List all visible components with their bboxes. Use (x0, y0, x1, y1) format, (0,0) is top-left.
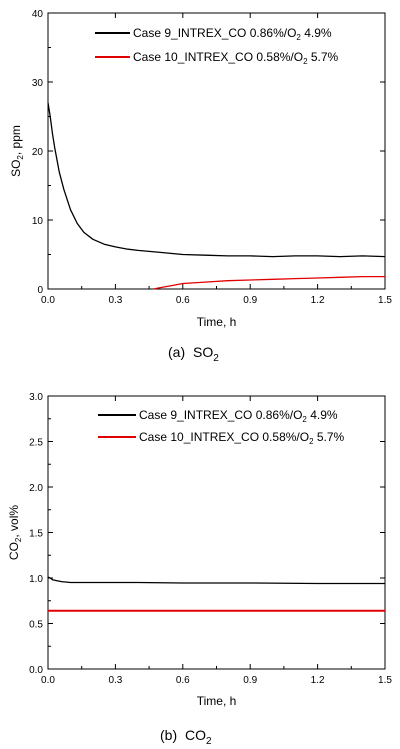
legend-subscript: 2 (303, 57, 308, 66)
caption-label: (a) (168, 344, 185, 360)
caption-space (185, 344, 189, 360)
chart-co2-legend-label-1: Case 9_INTREX_CO 0.86%/O2 4.9% (139, 408, 338, 424)
chart-co2-x-tick-label: 0.9 (243, 675, 257, 686)
chart-so2-x-tick-label: 0.0 (41, 295, 55, 306)
chart-co2-y-tick-label: 2.5 (29, 438, 43, 449)
caption-species: CO (185, 727, 206, 743)
caption-subscript: 2 (206, 736, 212, 747)
chart-so2-x-tick-label: 0.3 (108, 295, 122, 306)
legend-subscript: 2 (309, 437, 314, 446)
chart-co2-x-tick-label: 1.5 (378, 675, 392, 686)
chart-co2-legend-label-2: Case 10_INTREX_CO 0.58%/O2 5.7% (139, 430, 345, 446)
chart-co2-y-tick-label: 2.0 (29, 483, 43, 494)
chart-so2-legend-label-1: Case 9_INTREX_CO 0.86%/O2 4.9% (133, 26, 332, 42)
chart-so2-y-tick-label: 0 (37, 285, 43, 296)
legend-name: Case 10_INTREX_CO 0.58%/O (139, 430, 309, 444)
y-title-main: SO (9, 160, 23, 177)
legend-name-rest: 4.9% (301, 26, 332, 40)
chart-so2-x-axis-title: Time, h (197, 315, 237, 329)
chart-co2-y-tick-label: 1.0 (29, 574, 43, 585)
y-title-subscript: 2 (16, 155, 25, 160)
y-title-rest: , vol% (7, 505, 21, 538)
caption-species: SO (193, 344, 213, 360)
legend-name-rest: 5.7% (308, 50, 339, 64)
chart-so2-series-line-1 (47, 102, 386, 258)
legend-subscript: 2 (296, 33, 301, 42)
y-title-main: CO (7, 542, 21, 560)
legend-name: Case 9_INTREX_CO 0.86%/O (139, 408, 302, 422)
legend-name-rest: 4.9% (307, 408, 338, 422)
chart-so2-y-tick-label: 20 (32, 147, 44, 158)
legend-name: Case 10_INTREX_CO 0.58%/O (133, 50, 303, 64)
y-title-subscript: 2 (14, 537, 23, 542)
caption-label: (b) (160, 727, 177, 743)
y-title-rest: , ppm (9, 125, 23, 155)
chart-so2-x-tick-label: 0.9 (243, 295, 257, 306)
chart-so2-y-tick-label: 40 (32, 9, 44, 20)
chart-so2-series-line-2 (153, 275, 385, 290)
chart-co2-y-tick-label: 0.0 (29, 665, 43, 676)
caption-space (177, 727, 181, 743)
chart-co2-y-axis-title: CO2, vol% (7, 505, 23, 560)
chart-co2-x-tick-label: 1.2 (311, 675, 325, 686)
legend-name: Case 9_INTREX_CO 0.86%/O (133, 26, 296, 40)
caption-subscript: 2 (213, 353, 219, 364)
chart-so2-x-tick-label: 1.2 (311, 295, 325, 306)
chart-co2-y-tick-label: 0.5 (29, 620, 43, 631)
chart-co2: 0.0 0.3 0.6 0.9 1.2 1.5 0.0 0.5 1.0 1.5 2.0 2.5 3.0 C… (7, 392, 392, 747)
chart-co2-x-tick-label: 0.3 (108, 675, 122, 686)
chart-co2-x-tick-label: 0.6 (176, 675, 190, 686)
chart-co2-caption: (b) CO2 (160, 727, 212, 747)
chart-so2-legend-label-2: Case 10_INTREX_CO 0.58%/O2 5.7% (133, 50, 339, 66)
legend-subscript: 2 (302, 415, 307, 424)
chart-co2-x-tick-label: 0.0 (41, 675, 55, 686)
legend-name-rest: 5.7% (314, 430, 345, 444)
chart-co2-y-tick-label: 3.0 (29, 392, 43, 403)
chart-co2-x-axis-title: Time, h (197, 694, 237, 708)
chart-co2-series-line-1 (47, 576, 385, 585)
chart-so2-caption: (a) SO2 (168, 344, 219, 364)
chart-so2: 0.0 0.3 0.6 0.9 1.2 1.5 0 10 20 30 40 Case 9_INTREX… (9, 9, 392, 364)
chart-so2-x-tick-label: 0.6 (176, 295, 190, 306)
chart-co2-y-tick-label: 1.5 (29, 529, 43, 540)
chart-so2-x-tick-label: 1.5 (378, 295, 392, 306)
chart-so2-y-tick-label: 30 (32, 78, 44, 89)
chart-so2-y-tick-label: 10 (32, 216, 44, 227)
chart-so2-y-axis-title: SO2, ppm (9, 125, 25, 177)
